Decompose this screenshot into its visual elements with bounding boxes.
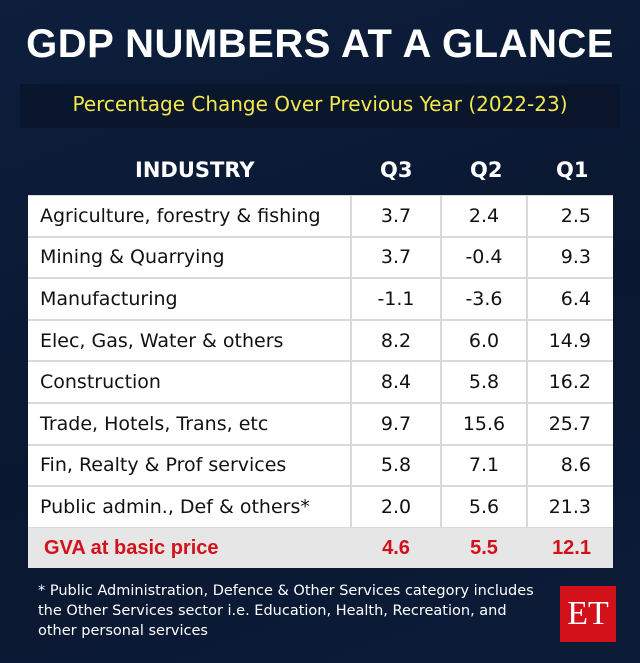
table: Agriculture, forestry & fishing 3.7 2.4 2.5… <box>28 195 613 528</box>
value-cell: -0.4 <box>442 237 526 278</box>
subtitle-band <box>20 84 620 128</box>
total-value: 4.6 <box>382 536 410 559</box>
value-cell: 6.0 <box>442 320 526 361</box>
value-cell: 3.7 <box>352 196 440 236</box>
value-cell: 2.5 <box>528 196 613 236</box>
column-header: Q2 <box>470 158 503 182</box>
title: GDP NUMBERS AT A GLANCE <box>26 22 614 66</box>
value-cell: 6.4 <box>528 279 613 319</box>
value-cell: 8.6 <box>528 445 613 486</box>
value-cell: 2.4 <box>442 196 526 236</box>
value-cell: 5.8 <box>442 362 526 402</box>
value-cell: 5.6 <box>442 487 526 527</box>
value-cell: 3.7 <box>352 237 440 278</box>
value-cell: 5.8 <box>352 445 440 486</box>
total-row: GVA at basic price 4.6 5.5 12.1 <box>28 528 613 568</box>
column-header: Q3 <box>380 158 413 182</box>
value-cell: 8.2 <box>352 320 440 361</box>
value-cell: 9.7 <box>352 403 440 444</box>
table-row: Mining & Quarrying 3.7 -0.4 9.3 <box>28 237 613 279</box>
value-cell: -1.1 <box>352 279 440 319</box>
industry-cell: Agriculture, forestry & fishing <box>28 196 350 236</box>
table-header: INDUSTRY Q3 Q2 Q1 <box>28 158 613 188</box>
column-header: Q1 <box>556 158 589 182</box>
value-cell: 16.2 <box>528 362 613 402</box>
total-value: 5.5 <box>470 536 498 559</box>
logo: ET <box>560 586 616 642</box>
value-cell: 15.6 <box>442 403 526 444</box>
table-row: Agriculture, forestry & fishing 3.7 2.4 2.5 <box>28 195 613 237</box>
value-cell: 21.3 <box>528 487 613 527</box>
industry-cell: Trade, Hotels, Trans, etc <box>28 403 350 444</box>
industry-cell: Fin, Realty & Prof services <box>28 445 350 486</box>
industry-cell: Mining & Quarrying <box>28 237 350 278</box>
value-cell: 25.7 <box>528 403 613 444</box>
footnote: * Public Administration, Defence & Other… <box>38 583 534 639</box>
value-cell: 14.9 <box>528 320 613 361</box>
industry-cell: Manufacturing <box>28 279 350 319</box>
table-row: Trade, Hotels, Trans, etc 9.7 15.6 25.7 <box>28 403 613 445</box>
value-cell: 7.1 <box>442 445 526 486</box>
table-row: Manufacturing -1.1 -3.6 6.4 <box>28 278 613 320</box>
table-row: Fin, Realty & Prof services 5.8 7.1 8.6 <box>28 445 613 487</box>
value-cell: 8.4 <box>352 362 440 402</box>
table-row: Elec, Gas, Water & others 8.2 6.0 14.9 <box>28 320 613 362</box>
table-row: Public admin., Def & others* 2.0 5.6 21.3 <box>28 486 613 528</box>
value-cell: 2.0 <box>352 487 440 527</box>
total-value: 12.1 <box>552 536 591 559</box>
industry-cell: Construction <box>28 362 350 402</box>
table-row: Construction 8.4 5.8 16.2 <box>28 361 613 403</box>
total-label: GVA at basic price <box>44 536 219 559</box>
column-header: INDUSTRY <box>135 158 255 182</box>
subtitle: Percentage Change Over Previous Year (20… <box>72 92 568 116</box>
value-cell: 9.3 <box>528 237 613 278</box>
industry-cell: Public admin., Def & others* <box>28 487 350 527</box>
value-cell: -3.6 <box>442 279 526 319</box>
industry-cell: Elec, Gas, Water & others <box>28 320 350 361</box>
